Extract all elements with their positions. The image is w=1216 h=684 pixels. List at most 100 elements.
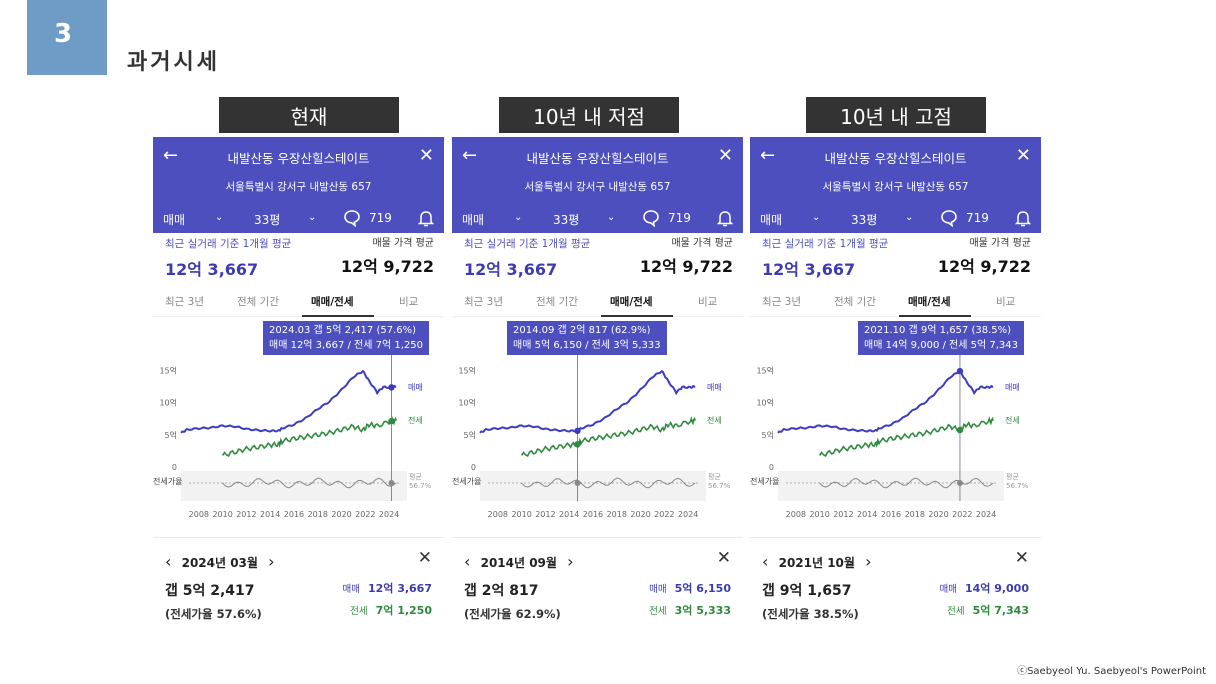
chevron-down-icon: ⌄ — [812, 212, 821, 223]
chart-tooltip: 2014.09 갭 2억 817 (62.9%) 매매 5억 6,150 / 전… — [507, 321, 667, 355]
x-tick-label: 2016 — [583, 510, 603, 519]
x-tick-label: 2010 — [511, 510, 531, 519]
tab-all-period[interactable]: 전체 기간 — [834, 296, 876, 308]
prev-month-arrow-icon[interactable]: ‹ — [464, 552, 471, 571]
month-navigator: ‹ 2021년 10월 › — [762, 552, 872, 571]
complex-name: 내발산동 우장산힐스테이트 — [526, 151, 669, 166]
close-icon[interactable]: ✕ — [1015, 145, 1031, 166]
x-tick-label: 2022 — [654, 510, 674, 519]
tab-all-period[interactable]: 전체 기간 — [536, 296, 578, 308]
chart-tooltip: 2021.10 갭 9억 1,657 (38.5%) 매매 14억 9,000 … — [858, 321, 1024, 355]
tooltip-line-1: 2024.03 갭 5억 2,417 (57.6%) — [269, 325, 417, 336]
bell-icon[interactable] — [417, 209, 435, 230]
ratio-series-line — [521, 477, 696, 489]
complex-name: 내발산동 우장산힐스테이트 — [824, 151, 967, 166]
trade-type-select[interactable]: 매매 — [760, 213, 783, 227]
x-tick-label: 2024 — [379, 510, 399, 519]
size-select[interactable]: 33평 — [851, 213, 878, 227]
close-icon[interactable]: ✕ — [717, 145, 733, 166]
bell-icon[interactable] — [1014, 209, 1032, 230]
ratio-average-label: 평균 — [1006, 472, 1019, 481]
back-arrow-icon[interactable]: ← — [462, 145, 478, 166]
tab-sale-jeonse[interactable]: 매매/전세 — [311, 296, 354, 308]
x-tick-label: 2016 — [881, 510, 901, 519]
comment-icon[interactable] — [642, 209, 660, 230]
x-tick-label: 2018 — [905, 510, 925, 519]
ratio-band — [181, 471, 407, 501]
size-select[interactable]: 33평 — [553, 213, 580, 227]
close-icon[interactable]: ✕ — [716, 548, 731, 568]
series-label-sale: 매매 — [408, 383, 423, 392]
app-header: ← 내발산동 우장산힐스테이트 ✕ 서울특별시 강서구 내발산동 657 매매 … — [153, 137, 444, 233]
cursor-dot-ratio — [574, 480, 581, 486]
trade-type-select[interactable]: 매매 — [462, 213, 485, 227]
comment-icon[interactable] — [343, 209, 361, 230]
x-tick-label: 2022 — [355, 510, 375, 519]
app-header: ← 내발산동 우장산힐스테이트 ✕ 서울특별시 강서구 내발산동 657 매매 … — [750, 137, 1041, 233]
comment-count: 719 — [966, 211, 989, 225]
tab-compare[interactable]: 비교 — [698, 296, 718, 308]
ratio-axis-label: 전세가율 — [452, 476, 481, 486]
chart-tabs: 최근 3년 전체 기간 매매/전세 비교 — [153, 285, 444, 317]
tab-recent-3y[interactable]: 최근 3년 — [762, 296, 801, 308]
y-tick-label: 15억 — [159, 365, 177, 375]
prev-month-arrow-icon[interactable]: ‹ — [165, 552, 172, 571]
panel-label: 현재 — [219, 97, 399, 133]
price-chart[interactable]: 15억 10억 5억 0 전세가율 평균 56.7% 매매 전세 2008 2010 2012 2014… — [750, 319, 1041, 529]
price-chart[interactable]: 15억 10억 5억 0 전세가율 평균 56.7% 매매 전세 2008 2010 2012 2014… — [153, 319, 444, 529]
jeonse-price-value: 5억 7,343 — [972, 604, 1029, 617]
price-chart[interactable]: 15억 10억 5억 0 전세가율 평균 56.7% 매매 전세 2008 2010 2012 2014… — [452, 319, 743, 529]
complex-name: 내발산동 우장산힐스테이트 — [227, 151, 370, 166]
next-month-arrow-icon[interactable]: › — [268, 552, 275, 571]
prev-month-arrow-icon[interactable]: ‹ — [762, 552, 769, 571]
tab-sale-jeonse[interactable]: 매매/전세 — [610, 296, 653, 308]
cursor-dot-ratio — [388, 480, 395, 486]
trade-type-select[interactable]: 매매 — [163, 213, 186, 227]
sale-price-row: 매매 14억 9,000 — [939, 580, 1029, 596]
y-tick-label: 0 — [172, 463, 177, 472]
size-select[interactable]: 33평 — [254, 213, 281, 227]
y-tick-label: 5억 — [165, 430, 177, 440]
tab-compare[interactable]: 비교 — [996, 296, 1016, 308]
series-label-sale: 매매 — [1005, 383, 1020, 392]
jeonse-series-line — [221, 416, 397, 457]
next-month-arrow-icon[interactable]: › — [567, 552, 574, 571]
sale-series-line — [777, 369, 994, 434]
close-icon[interactable]: ✕ — [418, 145, 434, 166]
comment-icon[interactable] — [940, 209, 958, 230]
credit-text: ⓒSaebyeol Yu. Saebyeol's PowerPoint — [1017, 666, 1206, 677]
cursor-dot-sale — [574, 427, 581, 435]
selected-month: 2021년 10월 — [778, 556, 855, 570]
chevron-down-icon: ⌄ — [308, 212, 317, 223]
tooltip-line-2: 매매 14억 9,000 / 전세 5억 7,343 — [864, 340, 1018, 351]
bell-icon[interactable] — [716, 209, 734, 230]
back-arrow-icon[interactable]: ← — [760, 145, 776, 166]
x-tick-label: 2012 — [833, 510, 853, 519]
back-arrow-icon[interactable]: ← — [163, 145, 179, 166]
month-navigator: ‹ 2014년 09월 › — [464, 552, 574, 571]
next-month-arrow-icon[interactable]: › — [865, 552, 872, 571]
series-label-jeonse: 전세 — [707, 415, 722, 425]
tooltip-line-2: 매매 12억 3,667 / 전세 7억 1,250 — [269, 340, 423, 351]
chart-tabs: 최근 3년 전체 기간 매매/전세 비교 — [452, 285, 743, 317]
tab-recent-3y[interactable]: 최근 3년 — [464, 296, 503, 308]
sale-series-line — [479, 369, 696, 434]
y-tick-label: 5억 — [464, 430, 476, 440]
y-tick-label: 5억 — [762, 430, 774, 440]
y-tick-label: 0 — [769, 463, 774, 472]
filter-bar: 매매 ⌄ 33평 ⌄ 719 — [750, 207, 1041, 233]
jeonse-ratio: (전세가율 62.9%) — [464, 607, 561, 621]
tab-sale-jeonse[interactable]: 매매/전세 — [908, 296, 951, 308]
x-tick-label: 2020 — [331, 510, 351, 519]
tab-compare[interactable]: 비교 — [399, 296, 419, 308]
comment-count: 719 — [668, 211, 691, 225]
close-icon[interactable]: ✕ — [1014, 548, 1029, 568]
sale-price-value: 12억 3,667 — [367, 582, 432, 595]
gap-value: 갭 5억 2,417 — [165, 583, 255, 599]
active-tab-indicator — [601, 315, 673, 317]
close-icon[interactable]: ✕ — [417, 548, 432, 568]
tab-all-period[interactable]: 전체 기간 — [237, 296, 279, 308]
tab-recent-3y[interactable]: 최근 3년 — [165, 296, 204, 308]
ratio-band — [778, 471, 1004, 501]
